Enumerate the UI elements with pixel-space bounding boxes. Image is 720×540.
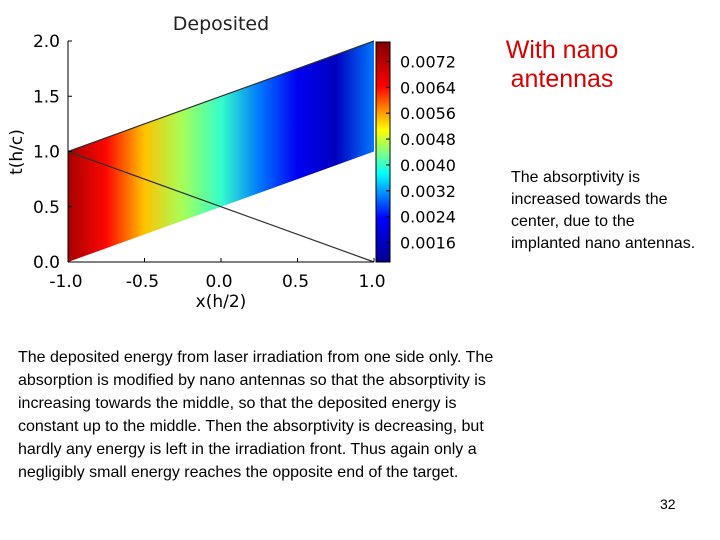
y-tick-label: 0.0	[33, 253, 60, 273]
x-tick-label: 0.5	[282, 272, 309, 292]
y-tick-label: 1.0	[33, 143, 60, 163]
colorbar-tick-label: 0.0056	[400, 104, 456, 123]
side-note: The absorptivity is increased towards th…	[511, 169, 696, 252]
x-tick-label: 0.0	[205, 272, 232, 292]
colorbar-tick-label: 0.0016	[400, 234, 456, 253]
x-tick-label: -1.0	[49, 272, 82, 292]
body-text: The deposited energy from laser irradiat…	[18, 349, 494, 481]
characteristic-line-2	[67, 40, 375, 153]
slide-heading: With nano antennas	[505, 36, 619, 93]
y-tick-label: 1.5	[33, 87, 60, 107]
y-tick-label: 2.0	[33, 32, 60, 52]
x-axis-label: x(h/2)	[196, 292, 247, 312]
page-number: 32	[660, 496, 676, 512]
x-tick-label: 1.0	[358, 272, 385, 292]
colorbar-tick-label: 0.0024	[400, 208, 456, 227]
deposited-energy-chart: -1.0 -0.5 0.0 0.5 1.0 0.0 0.5 1.0 1.5 2.0 Deposite…	[0, 0, 470, 320]
chart-title: Deposited	[173, 13, 269, 35]
colorbar-tick-label: 0.0064	[400, 78, 456, 97]
colorbar-tick-label: 0.0048	[400, 130, 456, 149]
characteristic-line-1	[67, 150, 375, 263]
chart-svg: -1.0 -0.5 0.0 0.5 1.0 0.0 0.5 1.0 1.5 2.0 Deposite…	[7, 13, 456, 312]
y-axis-label: t(h/c)	[7, 129, 27, 175]
colorbar-tick-label: 0.0072	[400, 52, 456, 71]
y-tick-label: 0.5	[33, 198, 60, 218]
x-tick-label: -0.5	[126, 272, 159, 292]
colorbar	[375, 41, 391, 263]
colorbar-tick-label: 0.0040	[400, 156, 456, 175]
heatmap-region	[68, 41, 374, 262]
colorbar-tick-label: 0.0032	[400, 182, 456, 201]
